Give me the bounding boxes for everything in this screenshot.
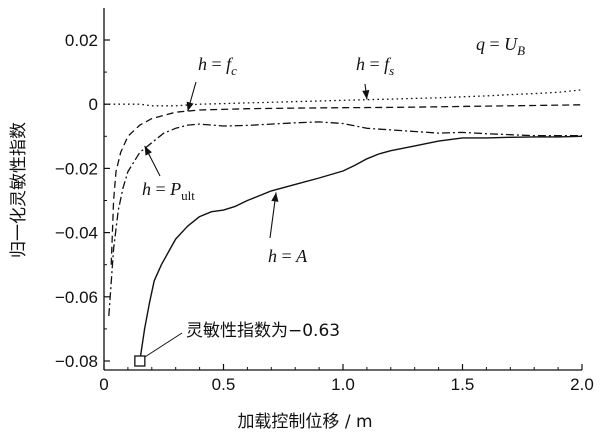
y-tick-label: −0.08 — [55, 352, 98, 371]
arrow-A-head — [271, 192, 279, 202]
arrow-fc-head — [186, 101, 194, 112]
x-tick-label: 2.0 — [570, 375, 594, 394]
x-tick-label: 0 — [99, 375, 108, 394]
x-axis-title: 加载控制位移 / m — [237, 412, 372, 432]
y-tick-label: −0.02 — [55, 159, 98, 178]
series-line-fc — [110, 104, 583, 265]
y-tick-label: 0.02 — [65, 31, 98, 50]
y-ticks: 0.02 0 −0.02 −0.04 −0.06 −0.08 — [55, 31, 110, 371]
marker-label: 灵敏性指数为−0.63 — [186, 321, 340, 341]
x-ticks: 0 0.5 1.0 1.5 2.0 — [99, 364, 594, 394]
series-layer — [104, 89, 583, 362]
series-label-fs: h = fs — [356, 54, 394, 78]
arrow-fs-head — [362, 90, 370, 100]
y-axis-title: 归一化灵敏性指数 — [9, 122, 29, 258]
marker-leader — [144, 332, 183, 358]
series-line-fs — [104, 89, 583, 107]
series-line-pult — [108, 121, 582, 317]
annotations — [134, 81, 370, 367]
series-label-fc: h = fc — [198, 54, 237, 78]
y-tick-label: 0 — [89, 95, 98, 114]
x-tick-label: 1.5 — [451, 375, 475, 394]
series-line-A — [139, 135, 583, 362]
y-tick-label: −0.06 — [55, 288, 98, 307]
x-tick-label: 0.5 — [212, 375, 236, 394]
marker-square — [134, 355, 146, 367]
condition-label: q = UB — [476, 34, 525, 58]
series-label-pult: h = Pult — [142, 179, 195, 203]
series-label-A: h = A — [268, 246, 308, 266]
x-tick-label: 1.0 — [331, 375, 355, 394]
axes: 0 0.5 1.0 1.5 2.0 0.02 0 −0.02 −0.04 −0.06 −0.08 — [55, 8, 594, 394]
arrow-pult-head — [144, 145, 152, 156]
y-tick-label: −0.04 — [55, 224, 98, 243]
